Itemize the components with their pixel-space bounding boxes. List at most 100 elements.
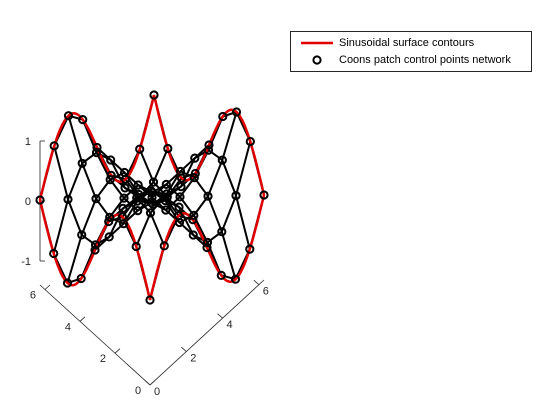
tick-labels: 0 2 4 6 0 2 4 6 -1 0 1 (21, 136, 269, 398)
control-point (106, 170, 116, 180)
control-point-markers (35, 90, 269, 305)
control-point (163, 143, 173, 154)
control-point (78, 115, 88, 125)
control-point (175, 192, 185, 202)
x-tick-mark (181, 346, 187, 352)
control-point (188, 230, 198, 240)
control-point (49, 141, 59, 151)
control-point (105, 212, 115, 222)
x-axis-line (149, 279, 265, 386)
control-point (145, 208, 156, 218)
z-tick-label: 0 (25, 196, 31, 208)
control-point (90, 240, 101, 250)
contour-curve (38, 94, 156, 201)
control-point (146, 198, 157, 208)
control-point (245, 136, 255, 147)
control-point (204, 140, 214, 150)
control-point (231, 191, 241, 201)
legend: Sinusoidal surface contours Coons patch … (290, 31, 532, 72)
control-point (231, 107, 242, 117)
y-tick-label: 2 (100, 353, 106, 365)
contour-curves (38, 94, 266, 301)
control-point (92, 142, 102, 153)
control-point (161, 205, 171, 215)
y-tick-mark (149, 380, 156, 386)
control-point (120, 183, 130, 193)
control-point (161, 179, 171, 189)
control-point (189, 210, 199, 220)
y-tick-mark (114, 348, 121, 354)
control-network (39, 94, 265, 301)
control-point (174, 217, 185, 228)
y-tick-mark (79, 316, 86, 322)
control-point (217, 227, 227, 237)
legend-label-control-points: Coons patch control points network (339, 54, 511, 66)
control-point (176, 182, 186, 192)
control-point (131, 241, 141, 252)
legend-marker-swatch (312, 55, 322, 65)
control-point (159, 241, 169, 251)
control-point (105, 175, 115, 185)
x-tick-mark (217, 313, 223, 319)
control-point (202, 242, 212, 253)
x-tick-label: 2 (190, 353, 196, 365)
x-tick-label: 4 (227, 319, 233, 331)
y-axis-line (39, 284, 151, 386)
control-point (104, 216, 114, 227)
control-point (133, 206, 143, 216)
control-point (35, 195, 45, 205)
control-point (90, 245, 100, 255)
y-tick-label: 0 (135, 385, 141, 397)
control-point (63, 111, 74, 121)
control-point (91, 148, 102, 158)
network-line (138, 148, 251, 250)
control-point (135, 144, 145, 154)
legend-line-swatch (301, 41, 333, 45)
control-point (148, 199, 158, 209)
x-tick-mark (144, 380, 151, 386)
control-point (202, 237, 213, 247)
control-point (230, 274, 241, 284)
control-point (63, 194, 73, 204)
control-point (145, 295, 155, 305)
control-point (148, 177, 159, 187)
network-line (94, 144, 210, 251)
control-point (77, 230, 87, 240)
y-tick-mark (44, 284, 51, 290)
control-point (203, 191, 213, 201)
z-tick-label: 1 (25, 136, 31, 148)
control-point (118, 219, 129, 229)
control-point (176, 173, 187, 183)
contour-curve (38, 199, 152, 301)
control-point (106, 155, 116, 165)
control-point (174, 202, 184, 212)
z-tick-label: -1 (21, 256, 31, 268)
x-tick-label: 6 (263, 286, 269, 298)
control-point (216, 270, 226, 280)
legend-label-contours: Sinusoidal surface contours (339, 37, 475, 49)
control-point (120, 174, 131, 184)
x-tick-mark (253, 279, 260, 286)
control-point (190, 153, 200, 163)
control-point (189, 173, 199, 183)
control-point (147, 187, 158, 197)
control-point (149, 90, 159, 100)
x-tick-label: 0 (154, 386, 160, 398)
control-point (134, 189, 144, 199)
control-point (77, 158, 87, 168)
control-point (218, 111, 228, 122)
y-tick-label: 4 (65, 321, 71, 333)
control-point (62, 278, 73, 288)
control-point (76, 273, 86, 284)
control-point (162, 192, 172, 202)
control-point (119, 193, 129, 203)
control-point (217, 155, 227, 165)
control-point (203, 145, 214, 155)
network-line (124, 170, 237, 280)
contour-curve (152, 94, 266, 196)
control-point (133, 180, 143, 190)
control-point (49, 248, 59, 259)
contour-curve (148, 194, 266, 301)
control-point (259, 190, 269, 200)
